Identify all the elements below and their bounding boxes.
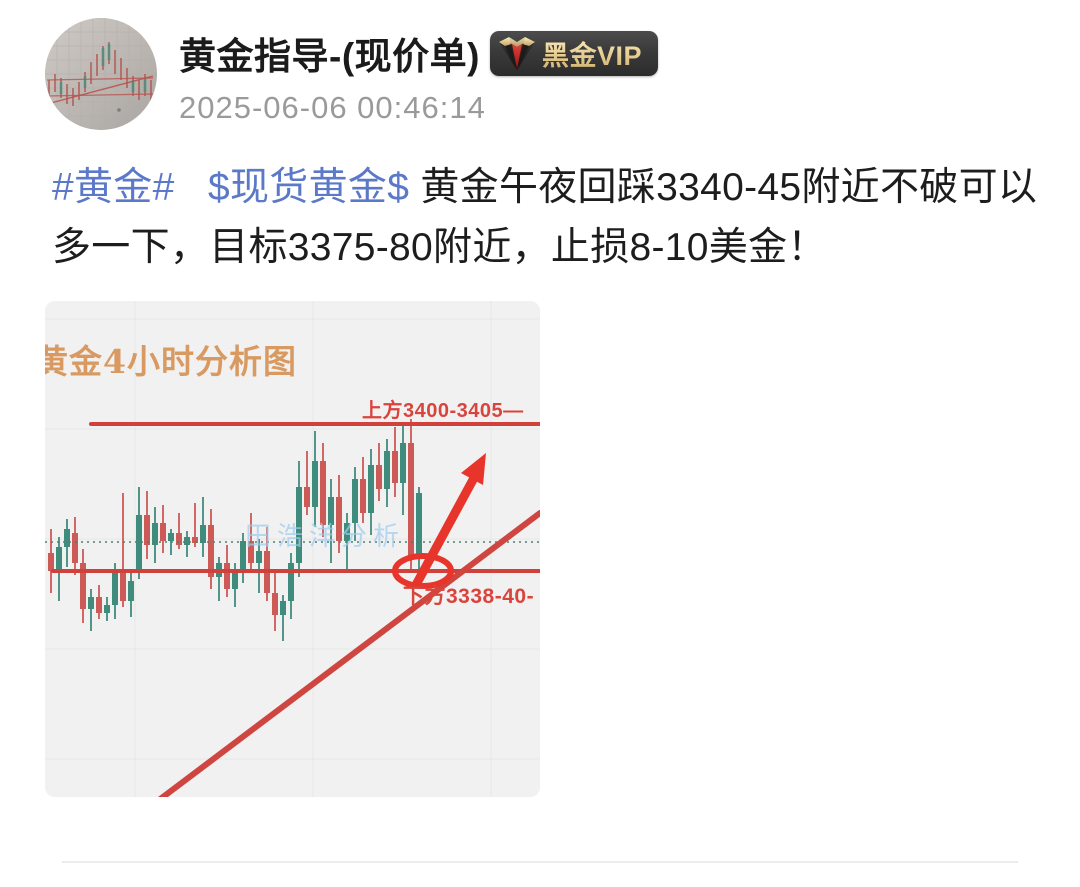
ascending-trendline <box>157 509 540 797</box>
body-space-1 <box>186 166 208 209</box>
author-name[interactable]: 黄金指导-(现价单) <box>179 36 480 77</box>
vip-badge-label: 黑金VIP <box>542 34 642 73</box>
resistance-annotation: 上方3400-3405— <box>362 399 524 422</box>
post-body-text: #黄金# $现货黄金$ 黄金午夜回踩3340-45附近不破可以多一下，目标337… <box>52 158 1052 279</box>
chart-title: 黄金4小时分析图 <box>45 341 297 381</box>
entry-zone-ellipse <box>392 552 454 589</box>
body-line2: 破可以多一下，目标3375-80附近，止损8-10美金！ <box>52 166 1038 270</box>
avatar[interactable] <box>45 18 157 130</box>
support-annotation: 下方3338-40- <box>403 584 535 608</box>
chart-watermark: 田浩洋分析 <box>245 521 406 552</box>
candlestick-chart <box>45 300 540 797</box>
bullish-arrow-icon <box>412 452 486 588</box>
diamond-gem-icon <box>498 37 535 70</box>
hashtag-link[interactable]: #黄金# <box>52 166 175 209</box>
body-line1-rest: 黄金午夜回踩3340-45附近不 <box>409 166 920 209</box>
vip-badge[interactable]: 黑金VIP <box>489 30 658 76</box>
post-header: 黄金指导-(现价单) <box>0 0 1080 130</box>
ticker-link[interactable]: $现货黄金$ <box>208 166 410 209</box>
post-footer-divider <box>62 861 1018 863</box>
header-text-block: 黄金指导-(现价单) <box>179 18 658 126</box>
avatar-chart-image <box>45 18 157 130</box>
chart-image-card[interactable]: 黄金4小时分析图 上方3400-3405— 下方3338-40- 田浩洋分析 <box>45 300 540 797</box>
post-timestamp: 2025-06-06 00:46:14 <box>179 90 486 125</box>
name-row: 黄金指导-(现价单) <box>179 26 658 80</box>
